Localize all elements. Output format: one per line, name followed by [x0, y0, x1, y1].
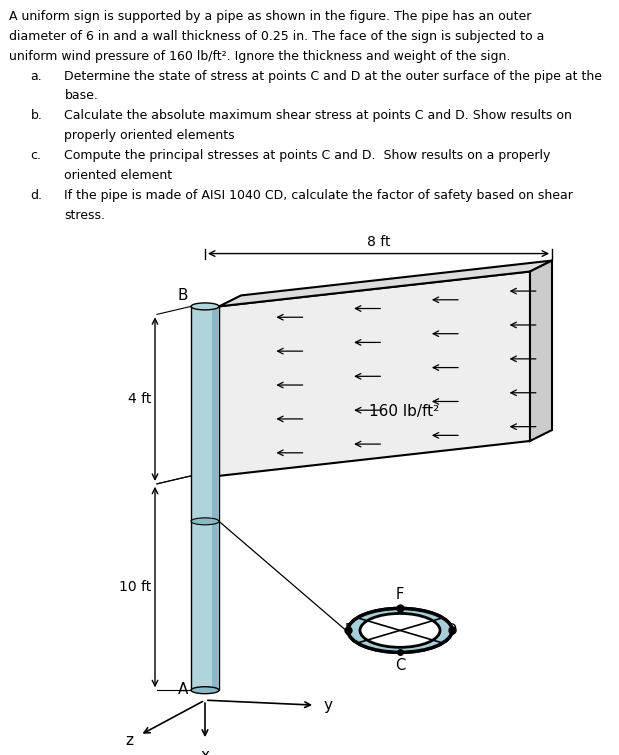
Polygon shape	[219, 272, 530, 476]
Text: F: F	[396, 587, 404, 602]
Text: d.: d.	[31, 189, 43, 202]
Polygon shape	[191, 307, 219, 690]
Ellipse shape	[348, 609, 452, 652]
Text: a.: a.	[31, 69, 43, 82]
Text: C: C	[395, 658, 405, 673]
Text: b.: b.	[31, 109, 43, 122]
Ellipse shape	[191, 687, 219, 694]
Polygon shape	[530, 260, 552, 441]
Text: Calculate the absolute maximum shear stress at points C and D. Show results on: Calculate the absolute maximum shear str…	[64, 109, 573, 122]
Text: D: D	[446, 623, 457, 638]
Text: stress.: stress.	[64, 209, 105, 222]
Polygon shape	[212, 307, 219, 690]
Text: A uniform sign is supported by a pipe as shown in the figure. The pipe has an ou: A uniform sign is supported by a pipe as…	[9, 10, 532, 23]
Text: x: x	[201, 748, 209, 755]
Ellipse shape	[360, 614, 440, 647]
Ellipse shape	[348, 609, 452, 652]
Text: uniform wind pressure of 160 lb/ft². Ignore the thickness and weight of the sign: uniform wind pressure of 160 lb/ft². Ign…	[9, 50, 511, 63]
Text: E: E	[345, 623, 354, 638]
Text: Compute the principal stresses at points C and D.  Show results on a properly: Compute the principal stresses at points…	[64, 149, 551, 162]
Text: z: z	[125, 732, 133, 747]
Text: B: B	[178, 288, 188, 304]
Text: A: A	[178, 683, 188, 697]
Text: base.: base.	[64, 89, 98, 103]
Text: 160 lb/ft²: 160 lb/ft²	[370, 404, 439, 418]
Ellipse shape	[191, 303, 219, 310]
Polygon shape	[219, 260, 552, 307]
Text: oriented element: oriented element	[64, 169, 173, 182]
Text: If the pipe is made of AISI 1040 CD, calculate the factor of safety based on she: If the pipe is made of AISI 1040 CD, cal…	[64, 189, 573, 202]
Text: 4 ft: 4 ft	[128, 392, 151, 406]
Text: Determine the state of stress at points C and D at the outer surface of the pipe: Determine the state of stress at points …	[64, 69, 602, 82]
Text: 10 ft: 10 ft	[119, 580, 151, 594]
Text: 8 ft: 8 ft	[366, 235, 390, 248]
Ellipse shape	[191, 518, 219, 525]
Text: y: y	[323, 698, 332, 713]
Text: c.: c.	[31, 149, 41, 162]
Text: properly oriented elements: properly oriented elements	[64, 129, 235, 142]
Text: diameter of 6 in and a wall thickness of 0.25 in. The face of the sign is subjec: diameter of 6 in and a wall thickness of…	[9, 29, 545, 43]
